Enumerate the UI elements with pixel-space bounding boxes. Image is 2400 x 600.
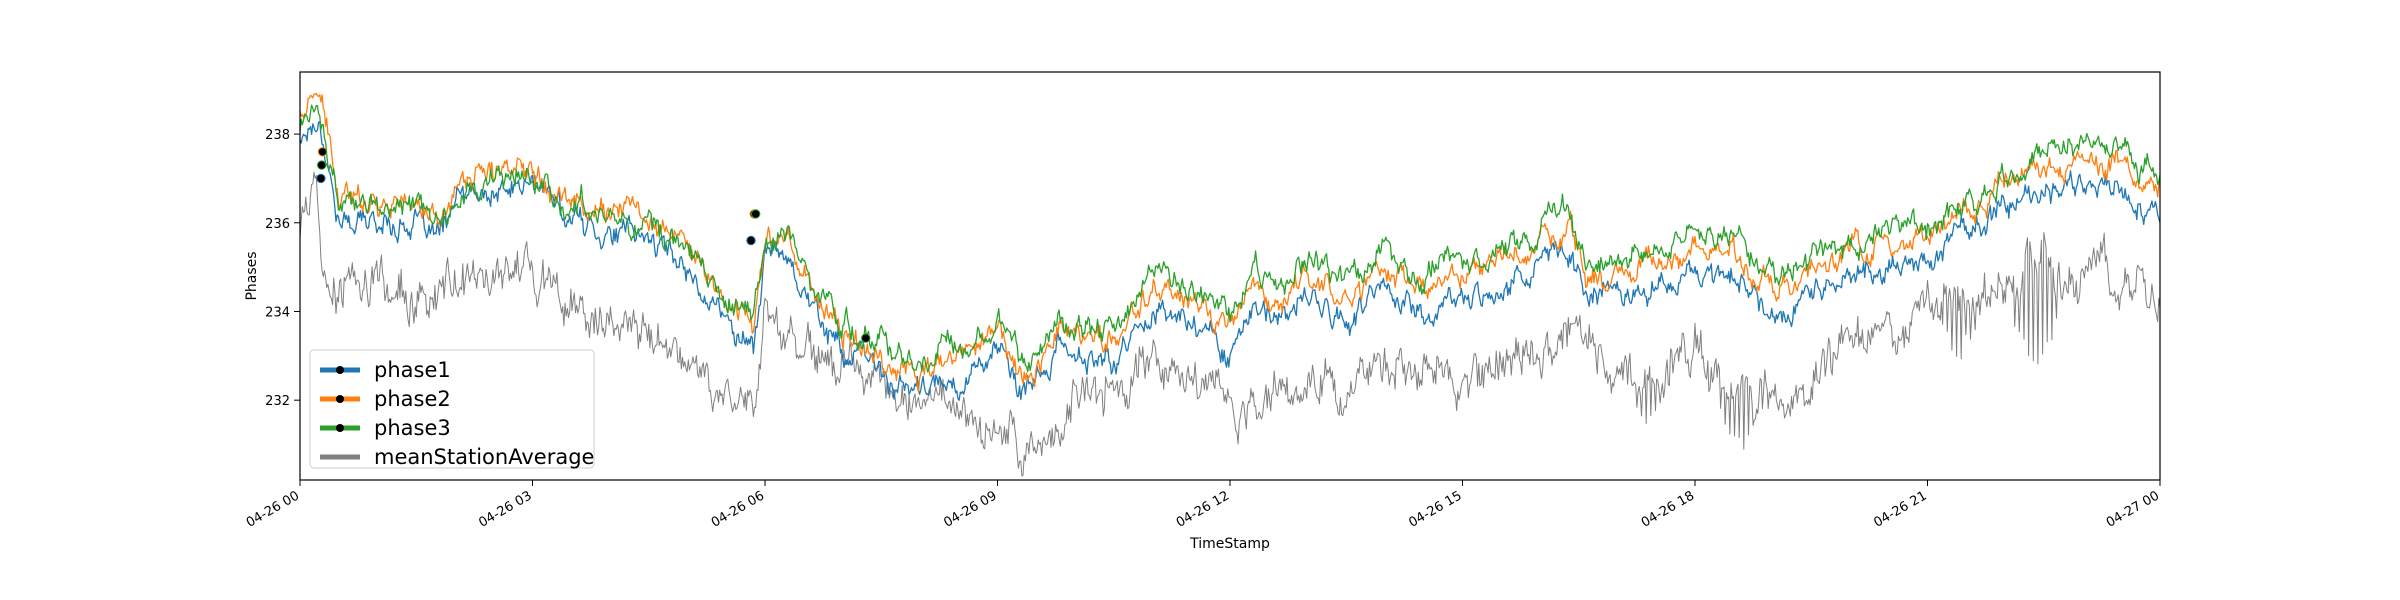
x-axis-title: TimeStamp — [1189, 536, 1270, 552]
legend-label-phase3: phase3 — [374, 416, 451, 440]
y-tick-label: 238 — [265, 128, 290, 143]
series-marker-phase1-0 — [316, 173, 326, 184]
series-marker-phase2-0 — [317, 147, 328, 157]
legend-marker-phase3 — [336, 424, 344, 432]
series-marker-phase3-0 — [317, 160, 327, 170]
series-line-meanStationAverage — [299, 171, 2161, 477]
legend-label-phase1: phase1 — [374, 358, 451, 382]
series-marker-phase3-1 — [751, 209, 761, 219]
series-marker-phase3-2 — [861, 333, 871, 343]
legend-label-phase2: phase2 — [374, 387, 451, 411]
series-line-phase3 — [299, 104, 2161, 373]
legend-label-meanStationAverage: meanStationAverage — [374, 445, 594, 469]
y-axis: 232 234 236 238 — [265, 128, 300, 409]
legend: phase1 phase2 phase3 meanStationAverage — [309, 349, 595, 469]
y-axis-title: Phases — [244, 251, 260, 300]
legend-marker-phase2 — [336, 395, 344, 403]
series-marker-phase1-1 — [746, 235, 756, 246]
legend-box — [309, 349, 595, 469]
y-tick-label: 232 — [265, 394, 290, 409]
legend-marker-phase1 — [336, 366, 344, 374]
y-tick-label: 234 — [265, 305, 290, 320]
series-line-phase1 — [299, 121, 2161, 401]
series-layer — [299, 92, 2161, 477]
y-tick-label: 236 — [265, 217, 290, 232]
